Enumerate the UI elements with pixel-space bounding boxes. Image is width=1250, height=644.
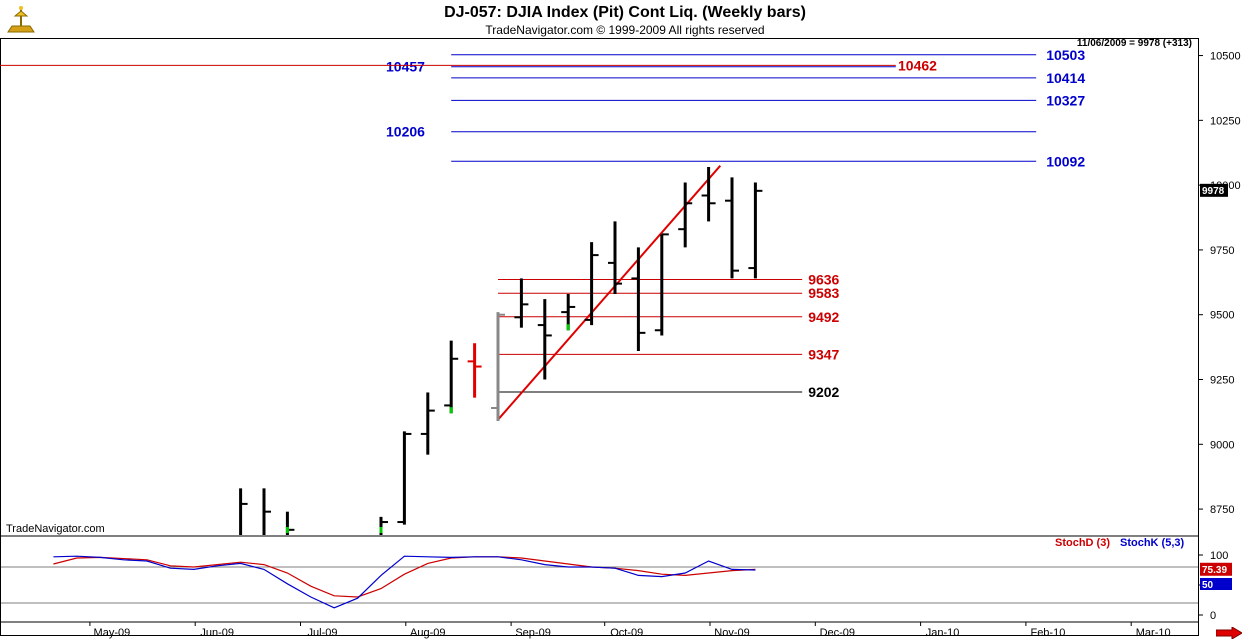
ohlc-bar-signal <box>379 527 383 533</box>
x-tick-label: Jul-09 <box>308 627 338 639</box>
level-label-9583: 9583 <box>808 285 839 301</box>
ohlc-bar-signal <box>285 527 289 533</box>
copyright-text: TradeNavigator.com © 1999-2009 All right… <box>485 23 765 37</box>
y-tick-label: 9750 <box>1210 245 1234 257</box>
y-tick-label: 9250 <box>1210 375 1234 387</box>
stoch-second-box <box>1200 578 1232 590</box>
ohlc-bar <box>379 516 388 535</box>
level-label-10206: 10206 <box>386 124 425 140</box>
chart-frame <box>0 38 1199 636</box>
ohlc-bar <box>397 431 412 525</box>
last-price-label: 9978 <box>1202 186 1225 197</box>
ohlc-bar <box>631 247 646 351</box>
ohlc-bar <box>420 392 435 455</box>
x-tick-label: Dec-09 <box>820 627 855 639</box>
ohlc-bar <box>608 221 622 294</box>
level-label-10327: 10327 <box>1046 92 1085 108</box>
watermark-text: TradeNavigator.com <box>6 523 105 535</box>
scroll-right-arrow-icon[interactable] <box>1215 626 1243 644</box>
trendline <box>497 165 722 421</box>
stoch-k-legend: StochK (5,3) <box>1120 537 1185 549</box>
y-tick-label: 9000 <box>1210 439 1234 451</box>
x-tick-label: Nov-09 <box>714 627 749 639</box>
ohlc-bar <box>285 511 295 535</box>
last-price-box <box>1200 183 1228 197</box>
level-label-10457: 10457 <box>386 59 425 75</box>
ohlc-bar <box>748 182 763 279</box>
stoch-d-legend: StochD (3) <box>1055 537 1110 549</box>
ohlc-bar <box>561 293 576 331</box>
chart-title: DJ-057: DJIA Index (Pit) Cont Liq. (Week… <box>444 4 806 21</box>
level-label-10462: 10462 <box>898 57 937 73</box>
ohlc-bar <box>537 299 552 380</box>
ohlc-bar <box>444 340 459 414</box>
ohlc-bar <box>584 242 599 326</box>
stoch-last-box <box>1200 562 1232 576</box>
x-tick-label: Jun-09 <box>200 627 234 639</box>
ohlc-bar <box>725 177 739 279</box>
ohlc-bar-signal <box>449 407 453 414</box>
level-label-10414: 10414 <box>1046 70 1085 86</box>
x-tick-label: Sep-09 <box>515 627 550 639</box>
stoch-series-stochd <box>53 556 756 598</box>
x-tick-label: May-09 <box>94 627 131 639</box>
stoch-series-stochk <box>53 555 756 609</box>
last-price-info: 11/06/2009 = 9978 (+313) <box>1076 38 1192 49</box>
level-label-9492: 9492 <box>808 309 839 325</box>
ohlc-bar-signal <box>566 324 570 331</box>
ohlc-bar <box>678 182 693 248</box>
ohlc-bar <box>514 278 529 328</box>
ohlc-bar <box>491 312 505 421</box>
ohlc-bar <box>262 488 271 535</box>
x-tick-label: Jan-10 <box>926 627 960 639</box>
y-tick-label: 9500 <box>1210 310 1234 322</box>
ohlc-bar <box>239 488 248 535</box>
x-tick-label: Feb-10 <box>1030 627 1065 639</box>
level-label-10092: 10092 <box>1046 153 1085 169</box>
y-tick-label: 10250 <box>1210 115 1241 127</box>
ohlc-bar <box>701 166 716 222</box>
stoch-y-tick-label: 0 <box>1210 610 1216 622</box>
ohlc-bar <box>467 343 482 398</box>
stoch-y-tick-label: 100 <box>1210 550 1228 562</box>
level-label-9347: 9347 <box>808 346 839 362</box>
y-tick-label: 10500 <box>1210 51 1241 63</box>
ohlc-bar <box>654 233 669 336</box>
y-tick-label: 8750 <box>1210 504 1234 516</box>
level-label-9636: 9636 <box>808 271 839 287</box>
x-tick-label: Aug-09 <box>410 627 445 639</box>
level-label-10503: 10503 <box>1046 47 1085 63</box>
trade-navigator-logo-icon <box>4 4 38 36</box>
x-tick-label: Oct-09 <box>610 627 643 639</box>
stoch-second-label: 50 <box>1202 580 1214 591</box>
x-tick-label: Mar-10 <box>1136 627 1171 639</box>
stoch-last-label: 75.39 <box>1202 565 1227 576</box>
level-label-9202: 9202 <box>808 384 839 400</box>
